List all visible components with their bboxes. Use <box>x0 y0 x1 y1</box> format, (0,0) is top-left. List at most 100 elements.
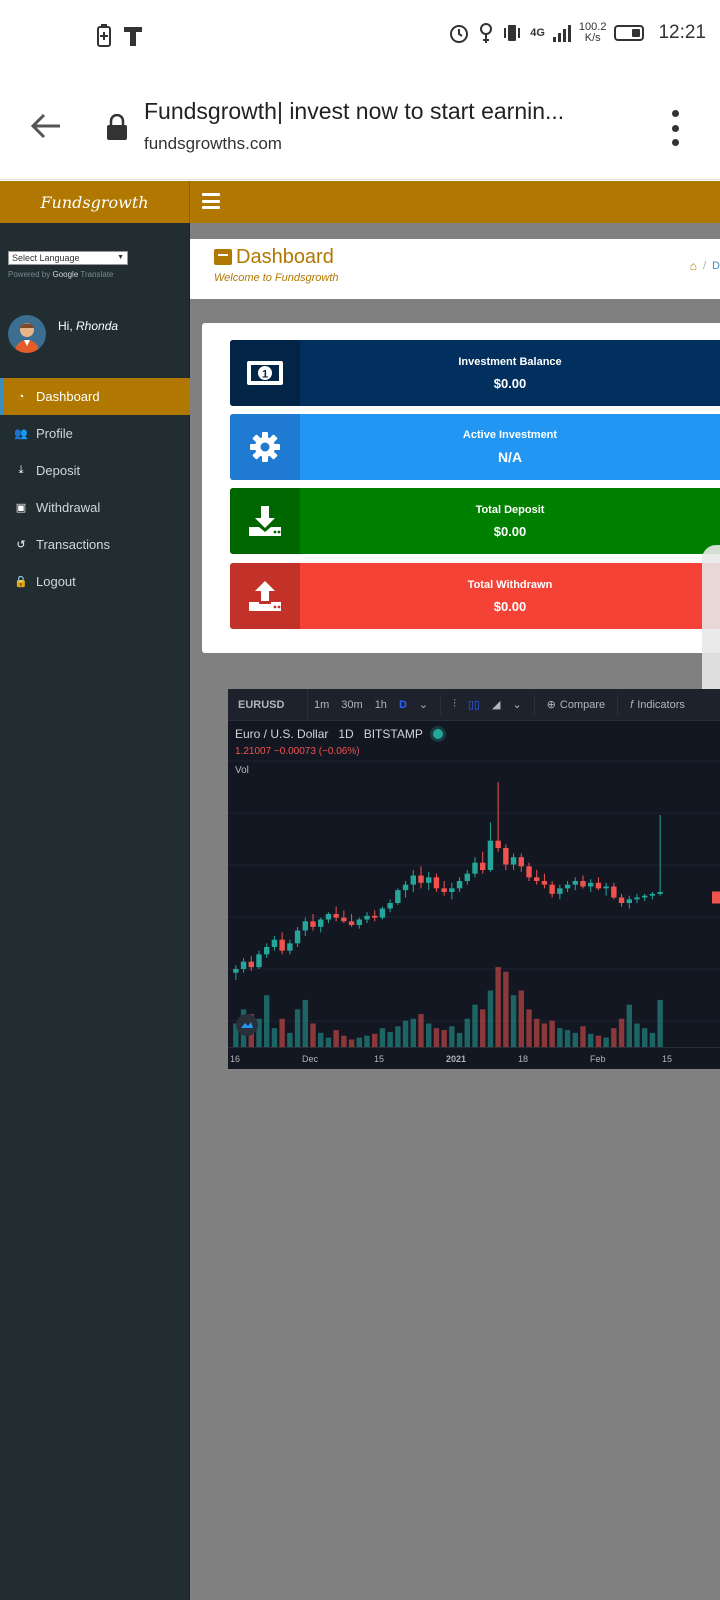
app-header: Fundsgrowth <box>0 181 720 223</box>
volume-bar <box>318 1032 324 1047</box>
chevron-down-icon[interactable]: ⌄ <box>512 699 522 711</box>
candle-body <box>348 921 355 925</box>
scroll-handle[interactable] <box>702 545 720 735</box>
hamburger-menu-icon[interactable] <box>202 193 220 209</box>
stat-value: $0.00 <box>493 598 527 614</box>
price-chart-widget[interactable]: EURUSD 1m 30m 1h D ⌄ ⫶ ▯▯ ◢ ⌄ ⊕ Compare f… <box>228 689 720 1069</box>
volume-bar <box>264 995 270 1047</box>
sidebar-item-transactions[interactable]: ↺ Transactions <box>0 526 190 563</box>
candle-body <box>364 915 370 920</box>
volume-bar <box>294 1009 301 1047</box>
bar-style-icon[interactable]: ⫶ <box>453 698 456 710</box>
volume-bar <box>487 990 494 1047</box>
candle-body <box>433 877 440 889</box>
candle-body <box>341 917 347 922</box>
candle-body <box>549 884 555 894</box>
candle-body <box>657 892 663 894</box>
home-icon[interactable]: ⌂ <box>689 259 697 273</box>
upload-icon <box>230 563 300 629</box>
url-domain[interactable]: fundsgrowths.com <box>144 134 282 153</box>
candle-body <box>426 877 432 883</box>
more-options-icon[interactable] <box>672 110 680 146</box>
page-header: Dashboard Welcome to Fundsgrowth ⌂ / D <box>190 239 720 299</box>
candles-icon[interactable]: ▯▯ <box>467 699 480 711</box>
volume-bar <box>364 1035 370 1047</box>
time-axis: 16 Dec 15 2021 18 Feb 15 <box>228 1047 720 1069</box>
candle-body <box>642 895 648 898</box>
volume-bar <box>379 1028 386 1047</box>
sidebar-item-dashboard[interactable]: ◔ Dashboard <box>0 378 190 415</box>
page-heading: Dashboard <box>236 246 334 268</box>
back-arrow-icon[interactable] <box>26 106 66 146</box>
candle-body <box>572 881 578 885</box>
sidebar-item-withdrawal[interactable]: ▣ Withdrawal <box>15 500 101 515</box>
candle-body <box>441 888 447 892</box>
volume-bar <box>595 1035 602 1047</box>
breadcrumb-current[interactable]: D <box>712 260 720 272</box>
svg-text:1: 1 <box>262 369 268 381</box>
candle-body <box>487 840 494 870</box>
volume-bar <box>588 1033 594 1047</box>
tradingview-logo-icon[interactable] <box>236 1014 258 1036</box>
candle-body <box>402 884 409 891</box>
candle-body <box>395 890 401 903</box>
candle-body <box>464 873 470 881</box>
volume-bar <box>657 999 663 1047</box>
candle-body <box>541 881 548 885</box>
signal-icon <box>552 24 571 42</box>
volume-bar <box>472 1004 478 1047</box>
symbol-search[interactable]: EURUSD <box>228 689 308 721</box>
area-style-icon[interactable]: ◢ <box>491 699 501 711</box>
candle-body <box>518 857 524 867</box>
candle-body <box>233 969 239 973</box>
sidebar-item-profile[interactable]: 👥 Profile <box>14 426 73 441</box>
chevron-down-icon[interactable]: ⌄ <box>418 699 429 711</box>
volume-bar <box>526 1009 532 1047</box>
gear-icon <box>230 414 300 480</box>
volume-bar <box>302 999 308 1047</box>
users-icon: 👥 <box>14 428 28 440</box>
volume-bar <box>495 967 501 1047</box>
timeframe-30m[interactable]: 30m <box>341 698 363 711</box>
candle-body <box>418 875 424 883</box>
timeframe-1h[interactable]: 1h <box>374 698 387 711</box>
x-tick-label: Feb <box>590 1054 606 1064</box>
volume-bar <box>534 1018 540 1047</box>
candle-body <box>611 886 617 898</box>
stat-label: Total Withdrawn <box>467 578 553 591</box>
stats-panel: 1 Investment Balance $0.00 Active Invest… <box>202 323 720 653</box>
stat-value: N/A <box>497 449 523 465</box>
candle-body <box>240 961 247 969</box>
stat-label: Total Deposit <box>475 503 545 516</box>
volume-bar <box>634 1023 640 1047</box>
location-icon <box>480 23 493 43</box>
sidebar-item-logout[interactable]: 🔒 Logout <box>14 574 76 589</box>
volume-bar <box>348 1039 355 1047</box>
candle-body <box>649 893 656 896</box>
stat-total-deposit: Total Deposit $0.00 <box>230 488 720 554</box>
brand-logo[interactable]: Fundsgrowth <box>0 181 190 223</box>
candle-body <box>480 862 486 870</box>
stat-investment-balance: 1 Investment Balance $0.00 <box>230 340 720 406</box>
timeframe-1m[interactable]: 1m <box>314 698 330 711</box>
avatar <box>8 315 46 353</box>
language-select[interactable]: Select Language <box>8 251 128 265</box>
volume-bar <box>418 1014 424 1047</box>
sidebar: Select Language Powered by Google Transl… <box>0 223 190 1600</box>
sidebar-item-deposit[interactable]: ⤓ Deposit <box>0 452 190 489</box>
page-title[interactable]: Fundsgrowth| invest now to start earnin.… <box>144 98 565 124</box>
volume-bar <box>510 995 517 1047</box>
candle-body <box>495 840 501 848</box>
money-icon: ▣ <box>15 502 27 514</box>
candle-body <box>626 899 632 903</box>
candle-body <box>595 882 602 889</box>
timeframe-d[interactable]: D <box>398 698 407 711</box>
lock-icon[interactable] <box>106 114 128 140</box>
volume-bar <box>310 1023 316 1047</box>
compare-button[interactable]: ⊕ Compare <box>546 698 606 712</box>
candlestick-plot[interactable] <box>228 721 720 1047</box>
indicators-button[interactable]: f Indicators <box>630 698 685 711</box>
x-tick-label: 2021 <box>446 1054 467 1064</box>
candle-body <box>564 884 571 889</box>
fx-icon: f <box>630 698 634 711</box>
